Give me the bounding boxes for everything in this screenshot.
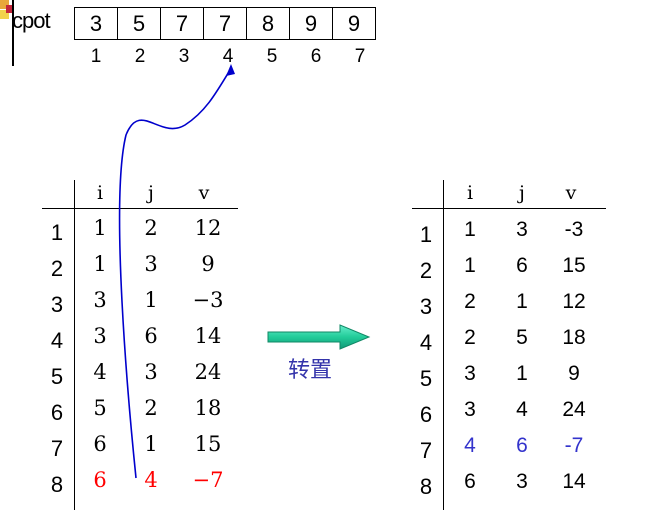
table-cell: −7 — [192, 468, 224, 492]
table-cell: 5 — [516, 326, 528, 349]
row-number: 6 — [50, 400, 64, 425]
table-cell: 3 — [144, 360, 158, 384]
table-cell: 12 — [194, 216, 222, 240]
table-cell: -3 — [564, 218, 584, 241]
table-cell: 3 — [516, 470, 528, 493]
table-cell: 1 — [93, 216, 107, 240]
table-row-number-rule — [74, 180, 75, 510]
row-number: 6 — [419, 402, 433, 427]
table-cell: 3 — [144, 252, 158, 276]
cpot-index-row: 1 2 3 4 5 6 7 — [74, 46, 382, 68]
cpot-array: 3 5 7 7 8 9 9 — [74, 7, 376, 40]
table-cell: 14 — [562, 470, 586, 493]
cpot-index: 4 — [222, 46, 234, 67]
row-number: 5 — [419, 366, 433, 391]
cpot-cell: 7 — [161, 8, 204, 40]
cpot-cell: 7 — [204, 8, 247, 40]
cpot-index: 6 — [310, 46, 322, 67]
table-cell: 2 — [464, 326, 476, 349]
cpot-index: 7 — [354, 46, 366, 67]
table-cell: 5 — [93, 396, 107, 420]
column-header-v: v — [198, 182, 210, 204]
table-cell: 4 — [464, 434, 476, 457]
left-margin-line — [12, 0, 14, 66]
table-cell: 1 — [144, 288, 158, 312]
table-cell: 15 — [562, 254, 586, 277]
row-number: 1 — [419, 222, 433, 247]
table-cell: 2 — [144, 396, 158, 420]
row-number: 7 — [50, 436, 64, 461]
table-cell: −3 — [192, 288, 224, 312]
table-cell: 1 — [144, 432, 158, 456]
row-number: 8 — [50, 472, 64, 497]
row-number: 2 — [419, 258, 433, 283]
table-row-number-rule — [443, 180, 444, 510]
table-cell: 18 — [562, 326, 586, 349]
table-cell: 24 — [194, 360, 222, 384]
cpot-cell: 5 — [118, 8, 161, 40]
table-cell: 3 — [93, 324, 107, 348]
table-cell: 18 — [194, 396, 222, 420]
row-number: 4 — [419, 330, 433, 355]
transpose-label: 转置 — [288, 358, 333, 383]
table-cell: 6 — [93, 468, 107, 492]
cpot-cell: 3 — [75, 8, 118, 40]
row-number: 3 — [50, 292, 64, 317]
table-cell: 6 — [144, 324, 158, 348]
bullet-icon — [0, 0, 14, 38]
table-header-rule — [412, 208, 606, 209]
cpot-index: 3 — [178, 46, 190, 67]
table-cell: 3 — [516, 218, 528, 241]
table-cell: 9 — [201, 252, 215, 276]
row-number: 4 — [50, 328, 64, 353]
row-number: 8 — [419, 474, 433, 499]
column-header-i: i — [466, 182, 474, 204]
cpot-cell: 9 — [333, 8, 376, 40]
row-number: 3 — [419, 294, 433, 319]
table-cell: 6 — [516, 434, 528, 457]
table-header-rule — [42, 208, 238, 209]
table-cell: 1 — [516, 362, 528, 385]
table-cell: 6 — [93, 432, 107, 456]
cpot-label: cpot — [12, 8, 51, 33]
table-cell: 1 — [516, 290, 528, 313]
table-cell: 4 — [516, 398, 528, 421]
row-number: 7 — [419, 438, 433, 463]
row-number: 5 — [50, 364, 64, 389]
table-cell: 1 — [464, 254, 476, 277]
table-cell: -7 — [564, 434, 584, 457]
transpose-arrow-icon — [267, 324, 371, 350]
row-number: 1 — [50, 220, 64, 245]
table-cell: 4 — [93, 360, 107, 384]
cpot-cell: 8 — [247, 8, 290, 40]
column-header-i: i — [96, 182, 104, 204]
table-cell: 9 — [568, 362, 580, 385]
table-cell: 4 — [144, 468, 158, 492]
cpot-index: 5 — [266, 46, 278, 67]
cpot-index: 1 — [90, 46, 102, 67]
table-cell: 2 — [464, 290, 476, 313]
column-header-j: j — [148, 182, 154, 204]
cpot-cell: 9 — [290, 8, 333, 40]
table-cell: 3 — [464, 362, 476, 385]
table-cell: 14 — [194, 324, 222, 348]
table-cell: 3 — [464, 398, 476, 421]
table-cell: 15 — [194, 432, 222, 456]
row-number: 2 — [50, 256, 64, 281]
column-header-j: j — [519, 182, 525, 204]
table-cell: 6 — [464, 470, 476, 493]
table-cell: 1 — [464, 218, 476, 241]
table-cell: 6 — [516, 254, 528, 277]
cpot-index: 2 — [134, 46, 146, 67]
table-cell: 24 — [562, 398, 586, 421]
table-cell: 2 — [144, 216, 158, 240]
table-cell: 12 — [562, 290, 586, 313]
table-cell: 1 — [93, 252, 107, 276]
column-header-v: v — [565, 182, 577, 204]
table-cell: 3 — [93, 288, 107, 312]
